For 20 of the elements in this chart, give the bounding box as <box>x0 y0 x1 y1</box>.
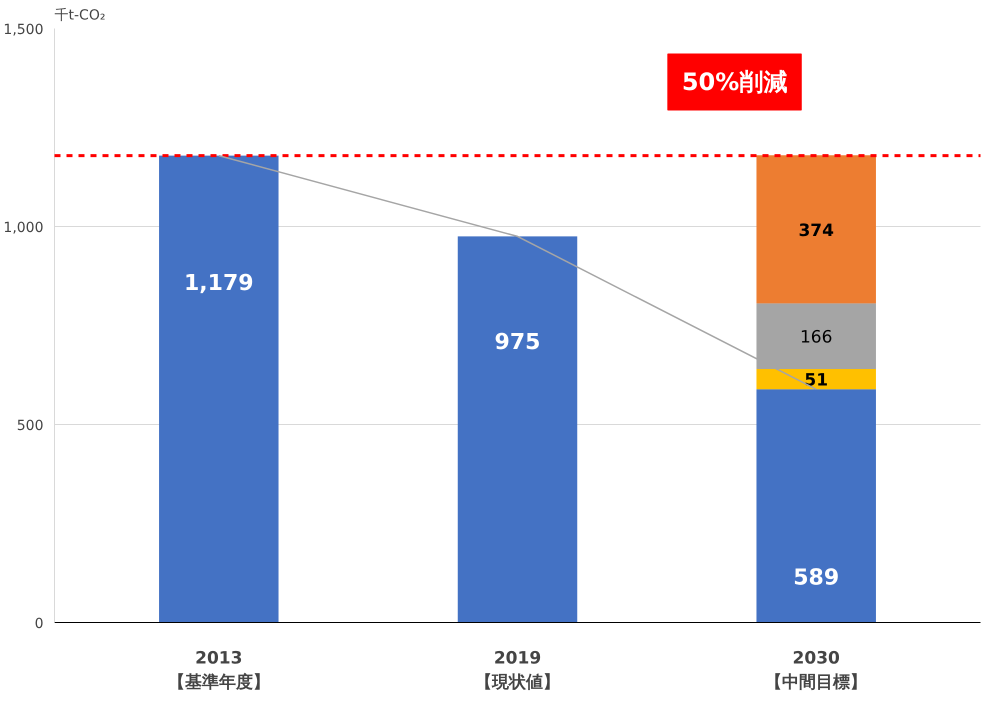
x-tick-label: 2019 【現状値】 <box>475 648 560 692</box>
data-label: 374 <box>798 220 834 241</box>
bar <box>458 236 578 622</box>
bar <box>756 155 876 304</box>
bar <box>756 389 876 622</box>
x-tick-label: 2013 【基準年度】 <box>168 648 270 692</box>
x-tick-label: 2030 【中間目標】 <box>765 648 868 692</box>
bar <box>159 156 279 622</box>
y-tick-label: 1,000 <box>3 220 44 236</box>
data-label: 166 <box>800 328 832 348</box>
y-axis-title: 千t-CO₂ <box>54 8 106 24</box>
data-label: 51 <box>804 370 828 391</box>
y-tick-label: 1,500 <box>3 22 44 38</box>
y-tick-label: 500 <box>16 418 44 434</box>
bar <box>756 369 876 390</box>
data-label: 975 <box>494 330 540 356</box>
annotation: 50%削減 <box>682 68 788 96</box>
data-label: 1,179 <box>184 271 254 296</box>
y-tick-label: 0 <box>34 616 44 632</box>
data-label: 589 <box>793 565 840 590</box>
